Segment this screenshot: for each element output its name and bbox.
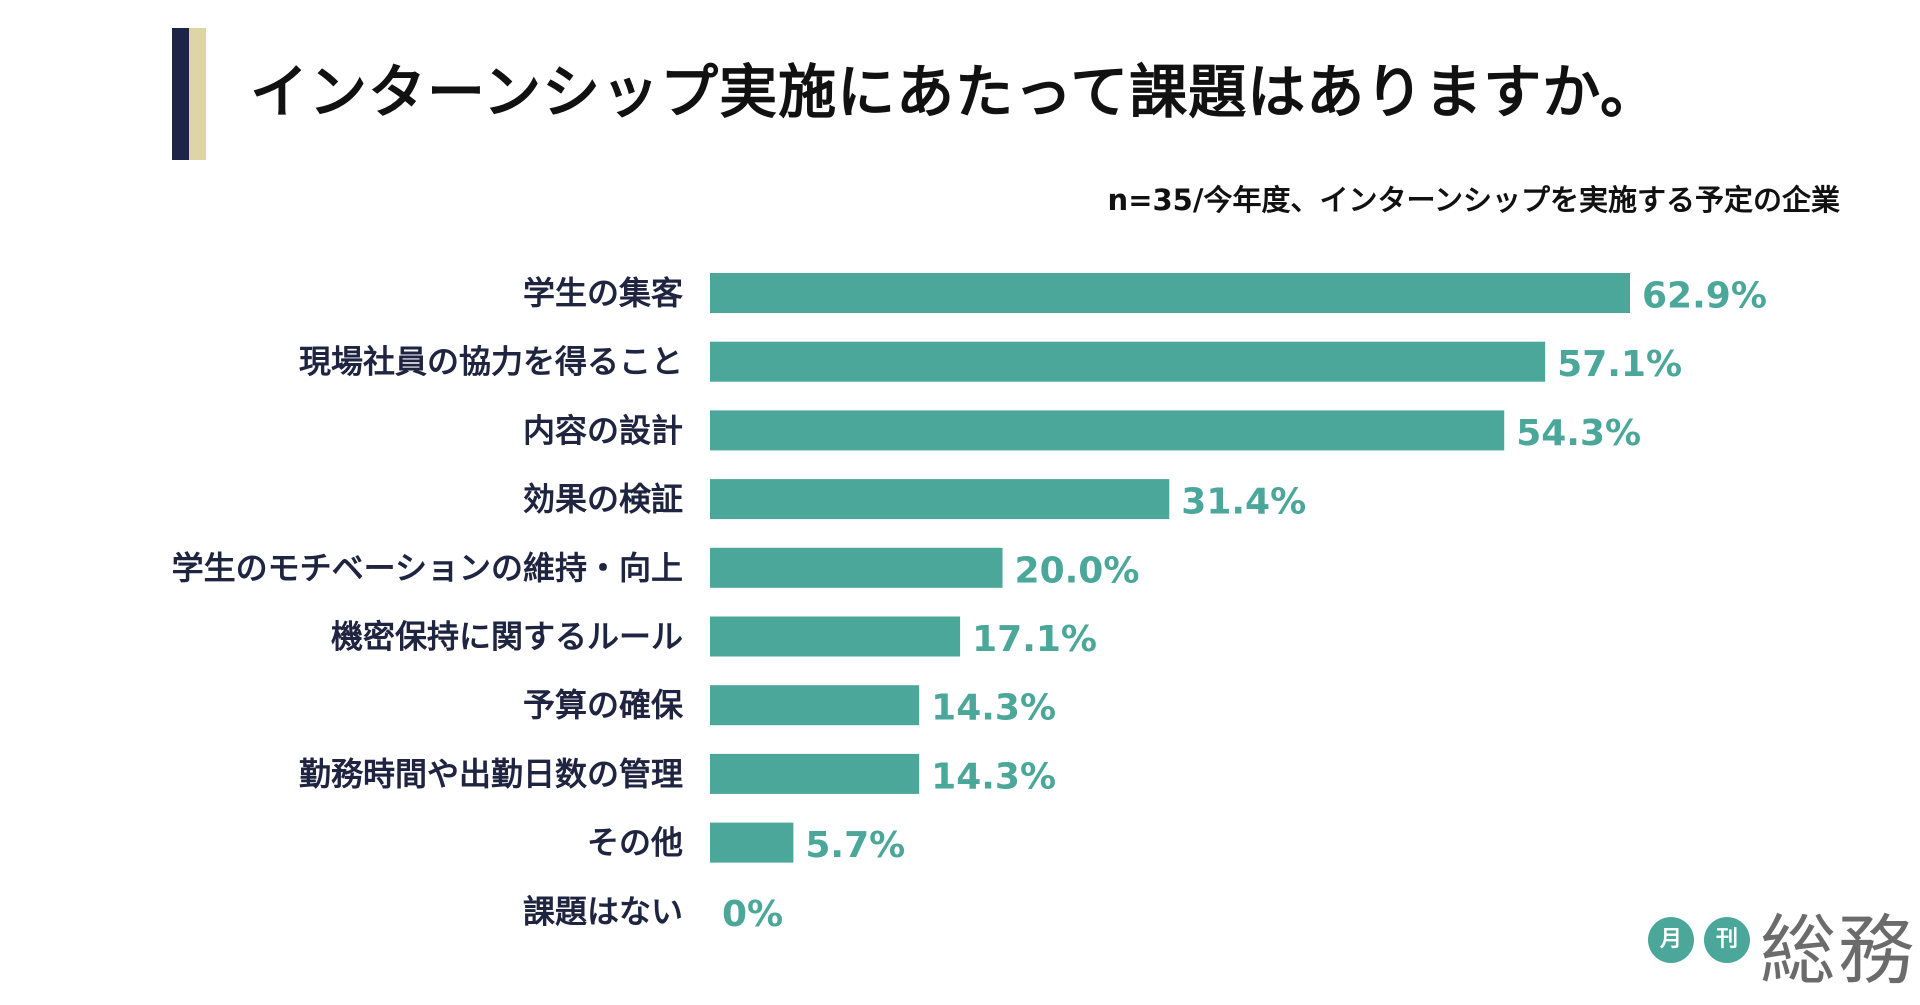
value-label: 0% — [722, 894, 783, 935]
bar — [710, 547, 1003, 588]
bar — [710, 616, 961, 657]
value-label: 54.3% — [1516, 413, 1641, 454]
value-label: 62.9% — [1642, 276, 1767, 317]
chart-subtitle: n=35/今年度、インターンシップを実施する予定の企業 — [1107, 183, 1840, 217]
bar — [710, 341, 1546, 382]
category-label: 現場社員の協力を得ること — [299, 343, 683, 381]
category-label: 予算の確保 — [523, 686, 684, 724]
logo-circle-kan: 刊 — [1704, 917, 1750, 963]
value-label: 14.3% — [931, 756, 1056, 797]
category-label: 学生のモチベーションの維持・向上 — [172, 549, 683, 587]
category-label: 課題はない — [523, 892, 683, 930]
value-label: 31.4% — [1181, 482, 1306, 523]
title-accent-bar-beige — [189, 28, 206, 160]
value-label: 5.7% — [805, 825, 905, 866]
value-label: 20.0% — [1015, 550, 1140, 591]
bar — [710, 273, 1630, 313]
chart-title: インターンシップ実施にあたって課題はありますか。 — [250, 58, 1660, 126]
value-label: 57.1% — [1557, 344, 1682, 385]
bar — [710, 479, 1170, 520]
bar — [710, 753, 920, 794]
value-label: 17.1% — [972, 619, 1097, 660]
category-label: 効果の検証 — [523, 480, 683, 518]
value-label: 14.3% — [931, 688, 1056, 729]
bar — [710, 822, 794, 863]
title-accent-bar-navy — [172, 28, 189, 160]
category-label: 機密保持に関するルール — [331, 618, 683, 656]
category-label: その他 — [587, 824, 683, 862]
logo-circle-getsu: 月 — [1648, 917, 1694, 963]
bar — [710, 410, 1505, 451]
bar — [710, 685, 920, 726]
category-label: 学生の集客 — [523, 274, 683, 312]
logo-wordmark: 総務 — [1760, 906, 1916, 995]
category-label: 勤務時間や出勤日数の管理 — [299, 755, 683, 793]
category-label: 内容の設計 — [523, 411, 683, 449]
